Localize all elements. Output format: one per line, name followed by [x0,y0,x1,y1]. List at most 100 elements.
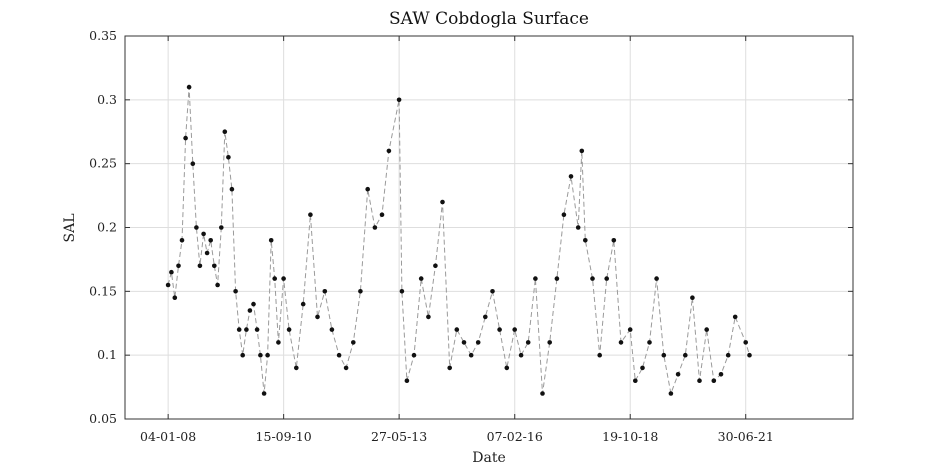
data-point [201,231,206,237]
data-point [711,378,717,384]
data-point [725,352,731,358]
data-point [265,352,270,358]
y-tick-label: 0.1 [97,347,117,362]
x-tick-label: 27-05-13 [371,429,427,444]
data-point [276,340,281,345]
grid [125,35,853,420]
data-point [590,276,595,281]
data-point [322,289,328,294]
data-point [454,327,460,332]
data-point [226,155,231,160]
data-point [222,129,228,134]
data-point [418,276,424,281]
data-point [379,212,385,217]
data-point [627,327,633,332]
data-point [633,378,638,384]
data-point [540,391,545,396]
data-point [186,84,192,90]
data-point [490,289,495,294]
data-point [244,327,249,332]
data-point [468,352,474,358]
data-point [251,301,256,307]
data-point [197,263,203,269]
x-tick-label: 04-01-08 [140,429,196,444]
data-point [718,372,724,377]
data-point [258,352,263,358]
data-point [365,186,371,192]
data-point [704,327,709,332]
data-point [165,282,171,288]
data-point [179,238,185,243]
data-point [697,378,702,384]
data-point [732,314,738,320]
data-point [579,148,585,154]
x-tick-label: 30-06-21 [718,429,774,444]
x-tick-label: 07-02-16 [487,429,543,444]
series-group [165,84,752,396]
data-point [215,282,220,288]
data-point [518,352,524,358]
data-point [351,340,356,345]
data-point [372,225,378,230]
data-point [497,327,502,332]
x-axis: 04-01-08 15-09-10 27-05-13 07-02-16 19-10-18… [140,36,774,444]
y-tick-label: 0.15 [89,283,117,298]
data-point [236,327,242,332]
data-point [525,340,531,345]
data-point [583,238,588,243]
y-tick-label: 0.25 [89,156,117,171]
data-point [399,289,405,294]
data-point [176,263,181,269]
x-tick-label: 19-10-18 [602,429,658,444]
data-point [547,340,552,345]
data-point [247,308,253,313]
series-line [167,87,750,396]
data-point [172,295,178,301]
data-point [447,365,453,371]
data-point [611,238,617,243]
data-point [169,269,174,275]
x-tick-label: 15-09-10 [256,429,312,444]
data-point [329,327,335,332]
data-point [568,174,574,179]
data-point [208,238,213,243]
data-point [461,340,467,345]
y-tick-label: 0.35 [89,28,117,43]
data-point [440,199,445,205]
data-point [654,276,659,281]
data-point [668,391,674,396]
data-point [743,340,748,345]
data-point [690,295,695,301]
data-point [411,352,417,358]
data-point [433,263,438,269]
data-point [336,352,342,358]
data-point [575,225,581,230]
data-point [240,352,245,358]
y-axis-label: SAL [62,214,78,243]
y-tick-label: 0.3 [97,92,117,107]
data-point [661,352,667,358]
data-point [358,289,363,294]
data-point [386,148,392,154]
data-point [475,340,481,345]
chart-title: SAW Cobdogla Surface [389,9,589,29]
data-point [190,161,196,166]
y-tick-label: 0.2 [97,220,117,235]
data-point [212,263,217,269]
x-axis-label: Date [472,450,505,466]
data-point [504,365,510,371]
data-point [554,276,560,281]
data-point [640,365,645,371]
y-tick-label: 0.05 [89,411,117,426]
data-point [286,327,292,332]
data-point [647,340,652,345]
data-point [294,365,299,371]
data-point [747,352,752,358]
data-point [315,314,320,320]
data-point [533,276,538,281]
data-point [268,238,274,243]
data-point [483,314,488,320]
data-point [396,97,402,103]
data-point [254,327,260,332]
data-point [272,276,278,281]
